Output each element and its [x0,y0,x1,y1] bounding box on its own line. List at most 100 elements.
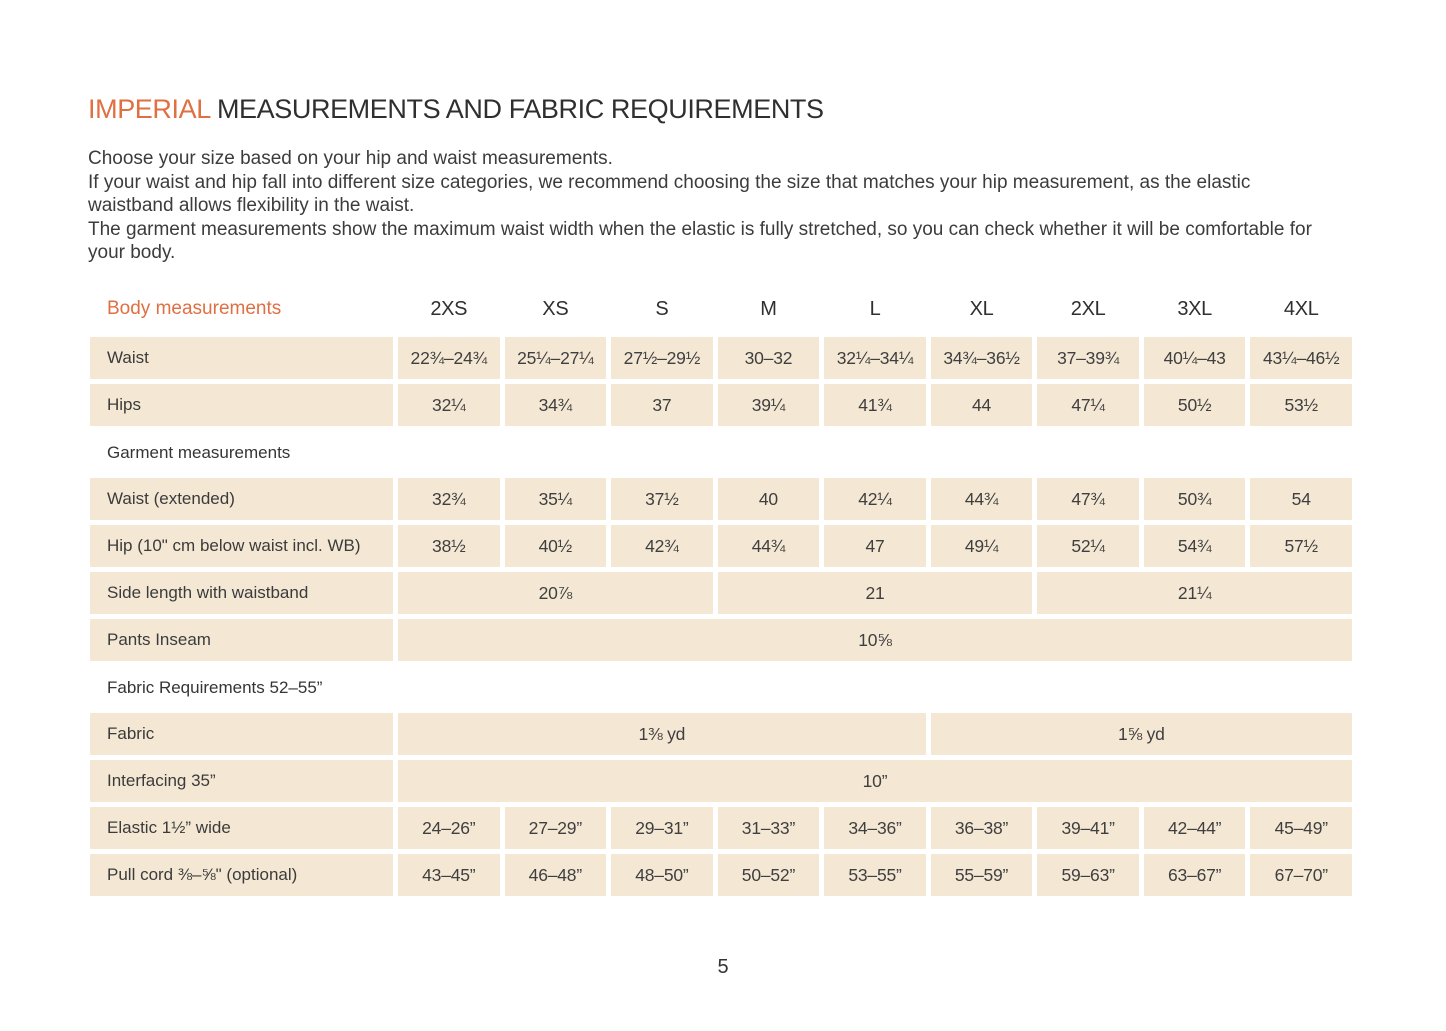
row-label-cell: Waist [90,337,393,379]
section-row: Garment measurements [90,431,1352,473]
value-cell: 47 [824,525,926,567]
value-cell: 50–52” [717,854,820,896]
row-label-cell: Waist (extended) [90,478,393,520]
value-cell: 44¾ [930,478,1033,520]
table-row: Interfacing 35” 10” [90,760,1352,802]
value-cell: 52¼ [1037,525,1139,567]
row-label-cell: Hip (10" cm below waist incl. WB) [90,525,393,567]
value-cell: 40 [717,478,820,520]
value-cell: 46–48” [504,854,607,896]
value-cell: 29–31” [611,807,713,849]
value-cell: 25¼–27¼ [504,337,607,379]
section-heading: Garment measurements [107,443,291,462]
value-cell: 32¼–34¼ [824,337,926,379]
value-cell: 10⅝ [398,619,1352,661]
table-row: Pull cord ⅜–⅝" (optional) 43–45” 46–48” 48–… [90,854,1352,896]
size-column-header: XS [542,297,569,320]
table-row: Elastic 1½” wide 24–26” 27–29” 29–31” 31–33”… [90,807,1352,849]
size-column-header: S [655,297,669,320]
table-row: Side length with waistband 20⅞ 21 21¼ [90,572,1352,614]
value-cell: 54¾ [1143,525,1246,567]
value-cell: 41¾ [824,384,926,426]
intro-line-1: Choose your size based on your hip and w… [88,148,613,169]
table-row: Hip (10" cm below waist incl. WB) 38½ 40½ 4… [90,525,1352,567]
value-cell: 42–44” [1143,807,1246,849]
value-cell: 34¾–36½ [930,337,1033,379]
value-cell: 50¾ [1143,478,1246,520]
value-cell: 44¾ [717,525,820,567]
measurement-table: Body measurements 2XS XS S M L XL 2XL 3XL 4XL Wa… [90,293,1352,901]
table-row: Pants Inseam 10⅝ [90,619,1352,661]
table-row: Waist (extended) 32¾ 35¼ 37½ 40 42¼ 44¾ 47¾ 50¾ 5… [90,478,1352,520]
size-column-header: L [869,297,881,320]
value-cell: 39¼ [717,384,820,426]
value-cell: 21¼ [1037,572,1352,614]
size-column-header: M [760,297,777,320]
value-cell: 31–33” [717,807,820,849]
value-cell: 36–38” [930,807,1033,849]
value-cell: 37 [611,384,713,426]
value-cell: 27–29” [504,807,607,849]
value-cell: 35¼ [504,478,607,520]
page-number: 5 [717,956,729,978]
table-row: Fabric 1⅜ yd 1⅝ yd [90,713,1352,755]
value-cell: 27½–29½ [611,337,713,379]
value-cell: 10” [398,760,1352,802]
value-cell: 45–49” [1250,807,1352,849]
table-body: Waist 22¾–24¾ 25¼–27¼ 27½–29½ 30–32 32¼–34¼ 34… [90,337,1352,896]
value-cell: 30–32 [717,337,820,379]
value-cell: 34¾ [504,384,607,426]
value-cell: 49¼ [930,525,1033,567]
value-cell: 67–70” [1250,854,1352,896]
value-cell: 53–55” [824,854,926,896]
value-cell: 47¾ [1037,478,1139,520]
value-cell: 42¼ [824,478,926,520]
row-label-cell: Interfacing 35” [90,760,393,802]
table-row: Hips 32¼ 34¾ 37 39¼ 41¾ 44 47¼ 50½ 53½ [90,384,1352,426]
value-cell: 39–41” [1037,807,1139,849]
value-cell: 37½ [611,478,713,520]
row-label-cell: Pants Inseam [90,619,393,661]
value-cell: 42¾ [611,525,713,567]
page-title: IMPERIAL MEASUREMENTS AND FABRIC REQUIRE… [88,94,824,125]
value-cell: 50½ [1143,384,1246,426]
size-column-header: 3XL [1177,297,1212,320]
value-cell: 1⅝ yd [930,713,1352,755]
intro-text: Choose your size based on your hip and w… [88,147,1333,265]
intro-line-3: The garment measurements show the maximu… [88,218,1312,264]
size-column-header: 2XS [430,297,468,320]
table-header-label: Body measurements [107,298,282,319]
value-cell: 40¼–43 [1143,337,1246,379]
value-cell: 20⅞ [398,572,713,614]
intro-line-2: If your waist and hip fall into differen… [88,171,1251,217]
value-cell: 21 [717,572,1033,614]
row-label-cell: Fabric [90,713,393,755]
value-cell: 54 [1250,478,1352,520]
value-cell: 1⅜ yd [398,713,926,755]
value-cell: 43¼–46½ [1250,337,1352,379]
value-cell: 48–50” [611,854,713,896]
value-cell: 34–36” [824,807,926,849]
table-header-row: Body measurements 2XS XS S M L XL 2XL 3XL 4XL [90,293,1352,325]
value-cell: 44 [930,384,1033,426]
value-cell: 55–59” [930,854,1033,896]
size-column-header: XL [969,297,994,320]
row-label-cell: Side length with waistband [90,572,393,614]
value-cell: 59–63” [1037,854,1139,896]
value-cell: 32¼ [398,384,500,426]
value-cell: 47¼ [1037,384,1139,426]
value-cell: 22¾–24¾ [398,337,500,379]
table-row: Waist 22¾–24¾ 25¼–27¼ 27½–29½ 30–32 32¼–34¼ 34… [90,337,1352,379]
value-cell: 53½ [1250,384,1352,426]
value-cell: 43–45” [398,854,500,896]
value-cell: 37–39¾ [1037,337,1139,379]
row-label-cell: Elastic 1½” wide [90,807,393,849]
value-cell: 32¾ [398,478,500,520]
value-cell: 40½ [504,525,607,567]
value-cell: 57½ [1250,525,1352,567]
row-label-cell: Hips [90,384,393,426]
title-rest: MEASUREMENTS AND FABRIC REQUIREMENTS [216,94,824,124]
row-label-cell: Pull cord ⅜–⅝" (optional) [90,854,393,896]
section-heading: Fabric Requirements 52–55” [107,678,323,697]
